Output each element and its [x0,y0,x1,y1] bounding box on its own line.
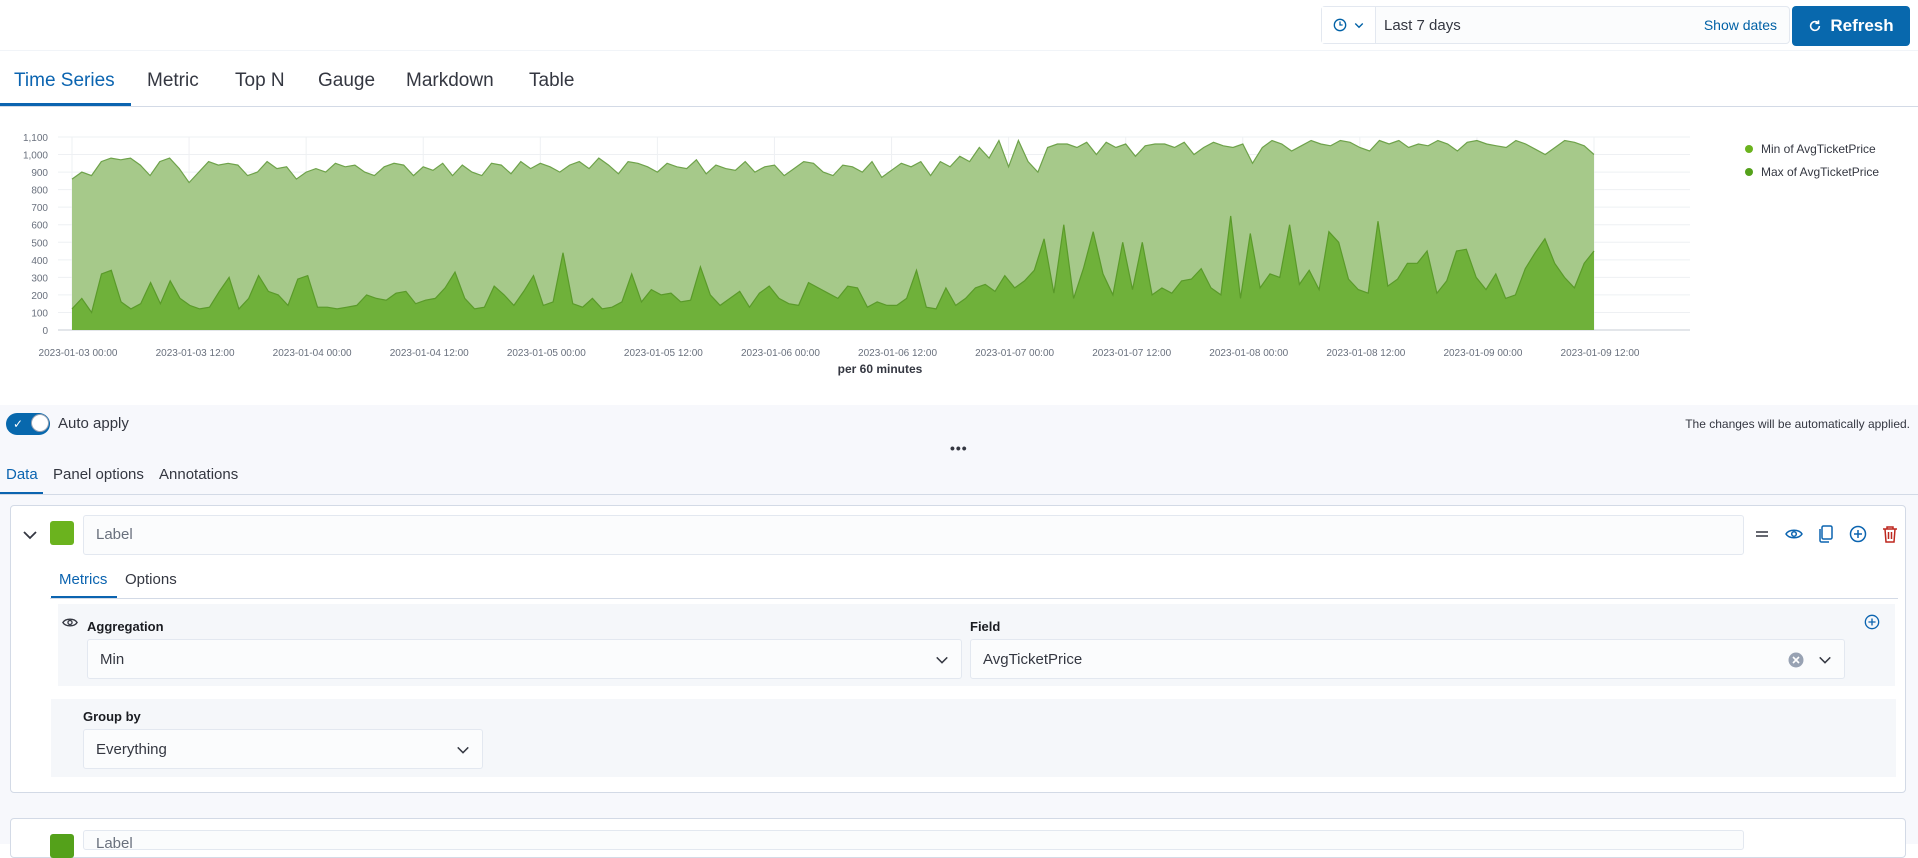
chart-panel: 0 100 200 300 400 500 600 700 800 900 1,000 1,100 20… [0,107,1918,405]
x-tick-label: 2023-01-08 12:00 [1326,348,1405,359]
y-tick-label: 700 [31,203,48,214]
eye-icon[interactable] [1784,524,1804,544]
time-range-text[interactable]: Last 7 days [1384,17,1461,34]
quick-menu-button[interactable] [1322,7,1376,43]
visualization-tabs: Time Series Metric Top N Gauge Markdown … [0,56,1918,107]
x-tick-label: 2023-01-08 00:00 [1209,348,1288,359]
series-label-input[interactable]: Label [83,830,1744,852]
chevron-down-icon [1819,656,1831,664]
x-tick-label: 2023-01-03 12:00 [156,348,235,359]
refresh-button[interactable]: Refresh [1792,6,1910,46]
tab-metrics[interactable]: Metrics [59,571,108,588]
y-tick-label: 400 [31,256,48,267]
y-tick-label: 500 [31,238,48,249]
toggle-knob [31,414,49,432]
x-tick-label: 2023-01-09 00:00 [1443,348,1522,359]
auto-apply-label: Auto apply [58,415,129,432]
y-tick-label: 300 [31,273,48,284]
x-tick-label: 2023-01-03 00:00 [39,348,118,359]
y-tick-label: 600 [31,221,48,232]
tab-markdown[interactable]: Markdown [406,70,494,91]
eye-icon[interactable] [62,617,78,628]
series-label-input[interactable]: Label [83,515,1744,555]
series-line [71,138,1595,184]
y-tick-label: 200 [31,291,48,302]
tab-gauge[interactable]: Gauge [318,70,376,91]
x-tick-label: 2023-01-05 00:00 [507,348,586,359]
x-tick-label: 2023-01-07 12:00 [1092,348,1171,359]
legend-item-max[interactable]: Max of AvgTicketPrice [1745,160,1879,183]
aggregation-select[interactable]: Min [87,639,962,679]
field-value: AvgTicketPrice [983,651,1083,668]
legend-label: Max of AvgTicketPrice [1761,164,1880,179]
show-dates-link[interactable]: Show dates [1703,17,1777,33]
series-line [71,215,1595,314]
tab-annotations[interactable]: Annotations [159,466,239,483]
check-icon: ✓ [13,417,24,431]
active-tab-indicator [0,492,43,494]
copy-icon[interactable] [1816,524,1836,544]
legend-dot [1745,167,1753,176]
legend-label: Min of AvgTicketPrice [1761,141,1876,156]
legend-dot [1745,144,1753,153]
x-tick-label: 2023-01-04 00:00 [273,348,352,359]
active-tab-indicator [0,103,131,106]
drag-handle-icon[interactable] [1752,524,1772,544]
x-tick-label: 2023-01-06 12:00 [858,348,937,359]
aggregation-value: Min [100,651,125,668]
field-label: Field [970,619,1001,634]
active-subtab-indicator [51,596,117,598]
tab-metric[interactable]: Metric [147,70,199,91]
y-tick-label: 900 [31,168,48,179]
top-bar: Last 7 days Show dates Refresh [0,0,1918,51]
trash-icon[interactable] [1880,524,1900,544]
chevron-down-icon [1354,23,1363,29]
auto-apply-toggle[interactable]: ✓ [6,413,50,435]
group-by-label: Group by [83,709,141,724]
series-area [72,216,1594,330]
editor-tabs: Data Panel options Annotations [0,460,1918,495]
chart-legend: Min of AvgTicketPrice Max of AvgTicketPr… [1745,137,1879,183]
clear-icon[interactable] [1788,652,1804,668]
refresh-icon [1810,20,1821,32]
series-color-picker[interactable] [50,521,74,545]
group-by-select[interactable]: Everything [83,729,483,769]
series-actions [1752,524,1900,544]
y-tick-label: 1,100 [23,133,48,144]
tab-top-n[interactable]: Top N [235,70,285,91]
x-tick-label: 2023-01-07 00:00 [975,348,1054,359]
tab-panel-options[interactable]: Panel options [53,466,144,483]
series-subtabs: Metrics Options [50,563,1898,599]
y-tick-label: 0 [42,326,48,337]
add-metric-icon[interactable] [1864,614,1880,630]
tab-options[interactable]: Options [125,571,177,588]
group-by-value: Everything [96,741,167,758]
tab-table[interactable]: Table [529,70,575,91]
x-tick-label: 2023-01-04 12:00 [390,348,469,359]
y-tick-label: 100 [31,308,48,319]
refresh-label: Refresh [1830,16,1894,35]
date-picker: Last 7 days Show dates [1321,6,1790,44]
resize-handle-icon[interactable]: ••• [950,440,968,456]
chevron-down-icon [457,746,469,754]
add-icon[interactable] [1848,524,1868,544]
clock-icon [1333,18,1346,32]
time-series-chart: 0 100 200 300 400 500 600 700 800 900 1,000 1,100 20… [23,133,1690,376]
legend-item-min[interactable]: Min of AvgTicketPrice [1745,137,1879,160]
x-tick-label: 2023-01-06 00:00 [741,348,820,359]
y-tick-label: 800 [31,186,48,197]
chevron-down-icon[interactable] [22,527,38,543]
y-tick-label: 1,000 [23,151,48,162]
series-color-picker[interactable] [50,834,74,858]
tab-time-series[interactable]: Time Series [14,70,115,91]
auto-apply-note: The changes will be automatically applie… [1685,417,1910,431]
tab-data[interactable]: Data [6,466,38,483]
x-tick-label: 2023-01-09 12:00 [1561,348,1640,359]
x-tick-label: 2023-01-05 12:00 [624,348,703,359]
chevron-down-icon [936,656,948,664]
field-select[interactable]: AvgTicketPrice [970,639,1845,679]
x-axis-label: per 60 minutes [838,362,923,376]
aggregation-label: Aggregation [87,619,164,634]
